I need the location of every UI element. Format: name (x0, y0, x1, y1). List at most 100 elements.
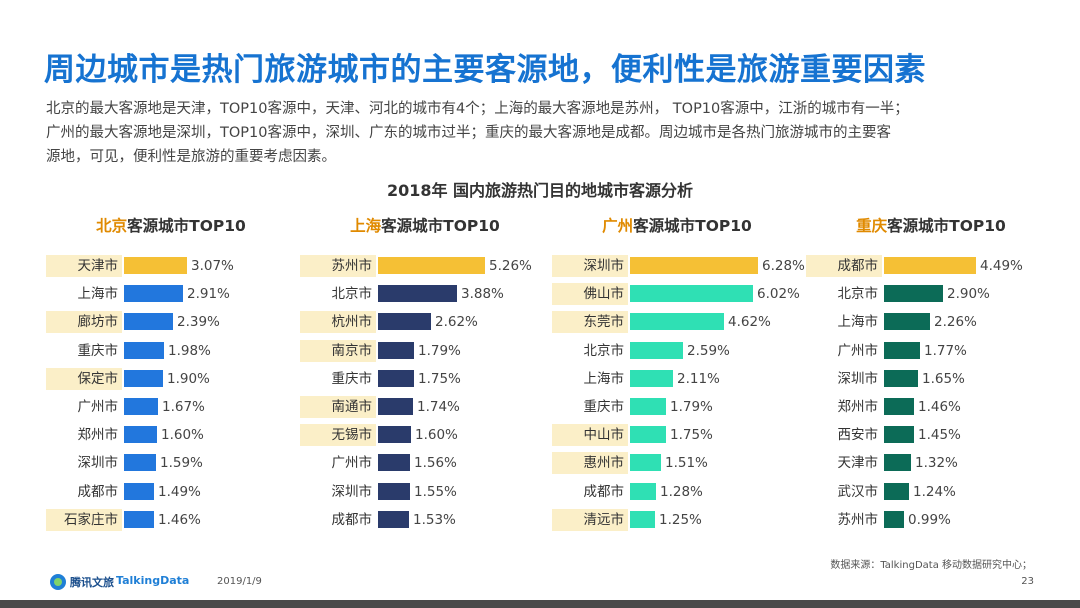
category-label: 南京市 (300, 339, 376, 362)
value-label: 1.65% (922, 370, 965, 387)
bar (378, 313, 431, 331)
bar-row: 上海市 2.26% (806, 308, 1056, 336)
data-source: 数据来源：TalkingData 移动数据研究中心； (830, 560, 1032, 571)
bar (378, 257, 485, 274)
bar-row: 西安市 1.45% (806, 421, 1056, 449)
bar-row: 石家庄市 1.46% (46, 506, 296, 534)
bar-row: 清远市 1.25% (552, 506, 802, 534)
value-label: 1.98% (168, 342, 211, 359)
category-label: 无锡市 (300, 424, 376, 447)
panel-3: 广州客源城市TOP10 深圳市 6.28% 佛山市 6.02% 东莞市 4.62% 北京市 2.… (552, 214, 805, 534)
category-label: 中山市 (552, 424, 628, 447)
value-label: 1.90% (167, 370, 210, 387)
bar (124, 482, 154, 500)
bar-row: 广州市 1.67% (46, 393, 296, 421)
bar-row: 保定市 1.90% (46, 365, 296, 393)
category-label: 深圳市 (77, 455, 119, 472)
bar (884, 482, 909, 500)
value-label: 6.02% (757, 286, 800, 303)
bar-row: 苏州市 5.26% (300, 252, 550, 280)
panel-city: 广州 (602, 217, 634, 235)
category-label: 苏州市 (837, 511, 879, 528)
bar-row: 重庆市 1.75% (300, 365, 550, 393)
value-label: 1.46% (158, 511, 201, 528)
bar (884, 454, 911, 472)
value-label: 1.53% (413, 511, 456, 528)
category-label: 保定市 (46, 367, 122, 390)
bar (630, 369, 673, 387)
value-label: 4.62% (728, 314, 771, 331)
bar-row: 上海市 2.11% (552, 365, 802, 393)
bar-row: 无锡市 1.60% (300, 421, 550, 449)
category-label: 成都市 (806, 255, 882, 277)
category-label: 重庆市 (331, 370, 373, 387)
category-label: 上海市 (77, 286, 119, 303)
category-label: 西安市 (837, 427, 879, 444)
bar (884, 369, 918, 387)
value-label: 2.90% (947, 286, 990, 303)
panel-title: 广州客源城市TOP10 (552, 214, 802, 236)
bar (378, 398, 413, 415)
value-label: 1.32% (915, 455, 958, 472)
category-label: 东莞市 (552, 311, 628, 334)
value-label: 2.39% (177, 314, 220, 331)
value-label: 3.88% (461, 286, 504, 303)
category-label: 重庆市 (583, 399, 625, 415)
bar (378, 482, 410, 500)
value-label: 6.28% (762, 258, 805, 274)
value-label: 1.77% (924, 342, 967, 359)
bar-row: 杭州市 2.62% (300, 308, 550, 336)
category-label: 深圳市 (552, 255, 628, 277)
panel-1: 北京客源城市TOP10 天津市 3.07% 上海市 2.91% 廊坊市 2.39% 重庆市 1.… (46, 214, 296, 534)
bar-row: 成都市 1.49% (46, 478, 296, 506)
logo-text: 腾讯文旅 (70, 576, 114, 589)
category-label: 重庆市 (77, 342, 119, 359)
panel-city: 重庆 (856, 217, 888, 235)
value-label: 2.26% (934, 314, 977, 331)
value-label: 2.62% (435, 314, 478, 331)
value-label: 1.49% (158, 483, 201, 500)
bar-row: 广州市 1.77% (806, 337, 1056, 365)
bar (124, 313, 173, 331)
bar-row: 上海市 2.91% (46, 280, 296, 308)
panel-title: 北京客源城市TOP10 (46, 214, 296, 236)
page-number: 23 (1021, 576, 1034, 587)
bar-row: 重庆市 1.79% (552, 393, 802, 421)
panel-2: 上海客源城市TOP10 苏州市 5.26% 北京市 3.88% 杭州市 2.62% 南京市 1.… (300, 214, 550, 534)
bar-row: 天津市 1.32% (806, 449, 1056, 477)
value-label: 1.51% (665, 455, 708, 472)
bar (378, 341, 414, 359)
description-line-1: 北京的最大客源地是天津，TOP10客源中，天津、河北的城市有4个；上海的最大客源… (46, 101, 909, 117)
bar (630, 398, 666, 415)
value-label: 2.91% (187, 286, 230, 303)
bar (884, 398, 914, 415)
category-label: 深圳市 (837, 370, 879, 387)
bar (124, 426, 157, 444)
bar-row: 佛山市 6.02% (552, 280, 802, 308)
value-label: 4.49% (980, 258, 1023, 274)
page-title: 周边城市是热门旅游城市的主要客源地，便利性是旅游重要因素 (44, 52, 926, 88)
category-label: 佛山市 (552, 283, 628, 306)
bar-row: 重庆市 1.98% (46, 337, 296, 365)
value-label: 1.45% (918, 427, 961, 444)
value-label: 1.67% (162, 399, 205, 415)
category-label: 成都市 (77, 483, 119, 500)
category-label: 广州市 (331, 455, 373, 472)
bar (630, 285, 753, 303)
footer: 腾讯文旅 TalkingData 2019/1/9 23 (0, 566, 1080, 608)
bar (630, 313, 724, 331)
value-label: 0.99% (908, 511, 951, 528)
value-label: 1.75% (670, 427, 713, 444)
category-label: 郑州市 (77, 427, 119, 444)
bar-row: 成都市 1.28% (552, 478, 802, 506)
bar (378, 426, 411, 444)
bar (884, 257, 976, 274)
logo-icon (50, 574, 66, 590)
category-label: 郑州市 (837, 399, 879, 415)
bar (884, 285, 943, 303)
value-label: 1.74% (417, 399, 460, 415)
value-label: 1.79% (418, 342, 461, 359)
bar-row: 北京市 2.90% (806, 280, 1056, 308)
bar (884, 313, 930, 331)
bar-row: 成都市 1.53% (300, 506, 550, 534)
